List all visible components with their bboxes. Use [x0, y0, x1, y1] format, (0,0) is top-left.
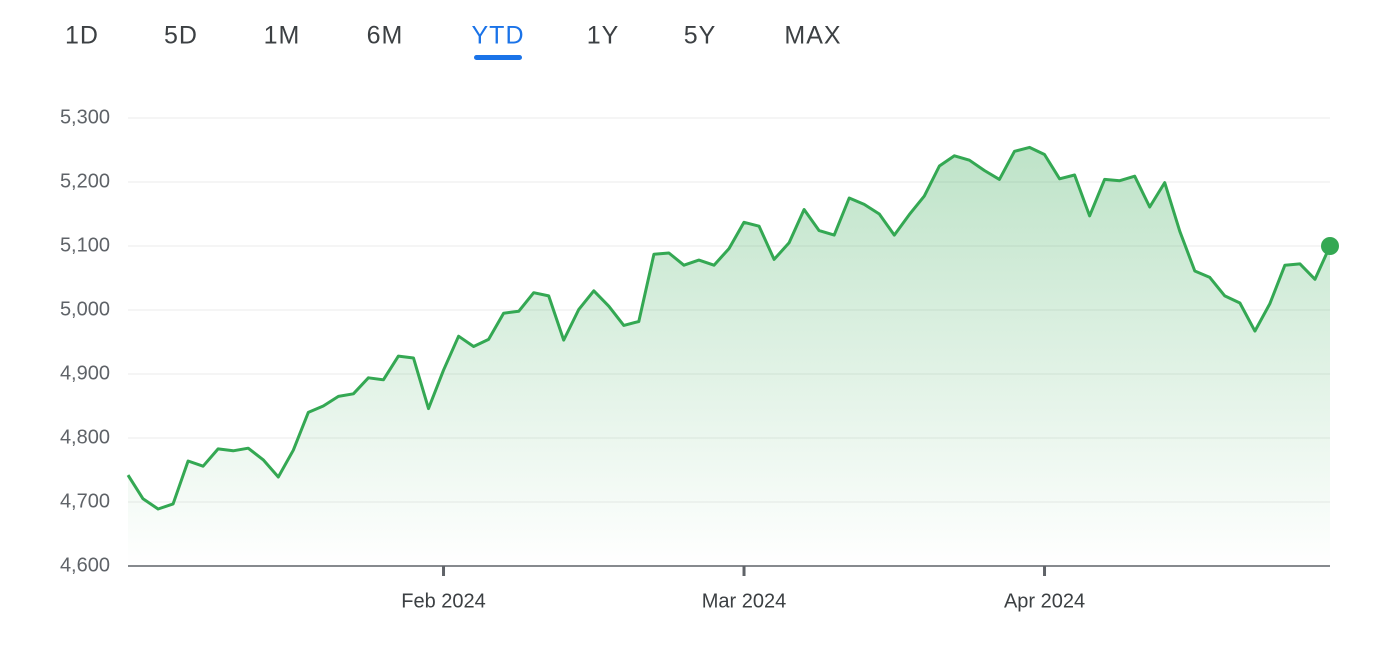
tab-underline [474, 55, 522, 60]
range-tab[interactable]: MAX [784, 22, 841, 50]
y-tick-label: 5,300 [60, 106, 110, 128]
price-line [126, 145, 1332, 511]
range-tabs: 1D 5D 1M 6M YTD 1Y 5Y MAX [65, 22, 841, 60]
last-point [1321, 237, 1339, 255]
range-tab[interactable]: 1D [65, 22, 99, 50]
range-tab[interactable]: 1Y [587, 22, 620, 50]
area-fill [128, 147, 1330, 566]
x-tick-label: Feb 2024 [401, 590, 486, 612]
y-tick-label: 4,800 [60, 426, 110, 448]
range-tab[interactable]: 5Y [684, 22, 717, 50]
x-tick-label: Apr 2024 [1004, 590, 1085, 612]
plot: 4,600 4,700 4,800 4,900 5,000 5,100 5,200 5,300… [60, 106, 1339, 612]
y-tick-label: 4,600 [60, 554, 110, 576]
range-tab[interactable]: 6M [367, 22, 404, 50]
x-tick-label: Mar 2024 [702, 590, 787, 612]
y-tick-label: 4,900 [60, 362, 110, 384]
y-tick-label: 5,100 [60, 234, 110, 256]
y-tick-label: 5,000 [60, 298, 110, 320]
range-tab[interactable]: 5D [164, 22, 198, 50]
y-tick-label: 4,700 [60, 490, 110, 512]
range-tab[interactable]: YTD [472, 22, 525, 50]
y-tick-label: 5,200 [60, 170, 110, 192]
range-tab[interactable]: 1M [264, 22, 301, 50]
